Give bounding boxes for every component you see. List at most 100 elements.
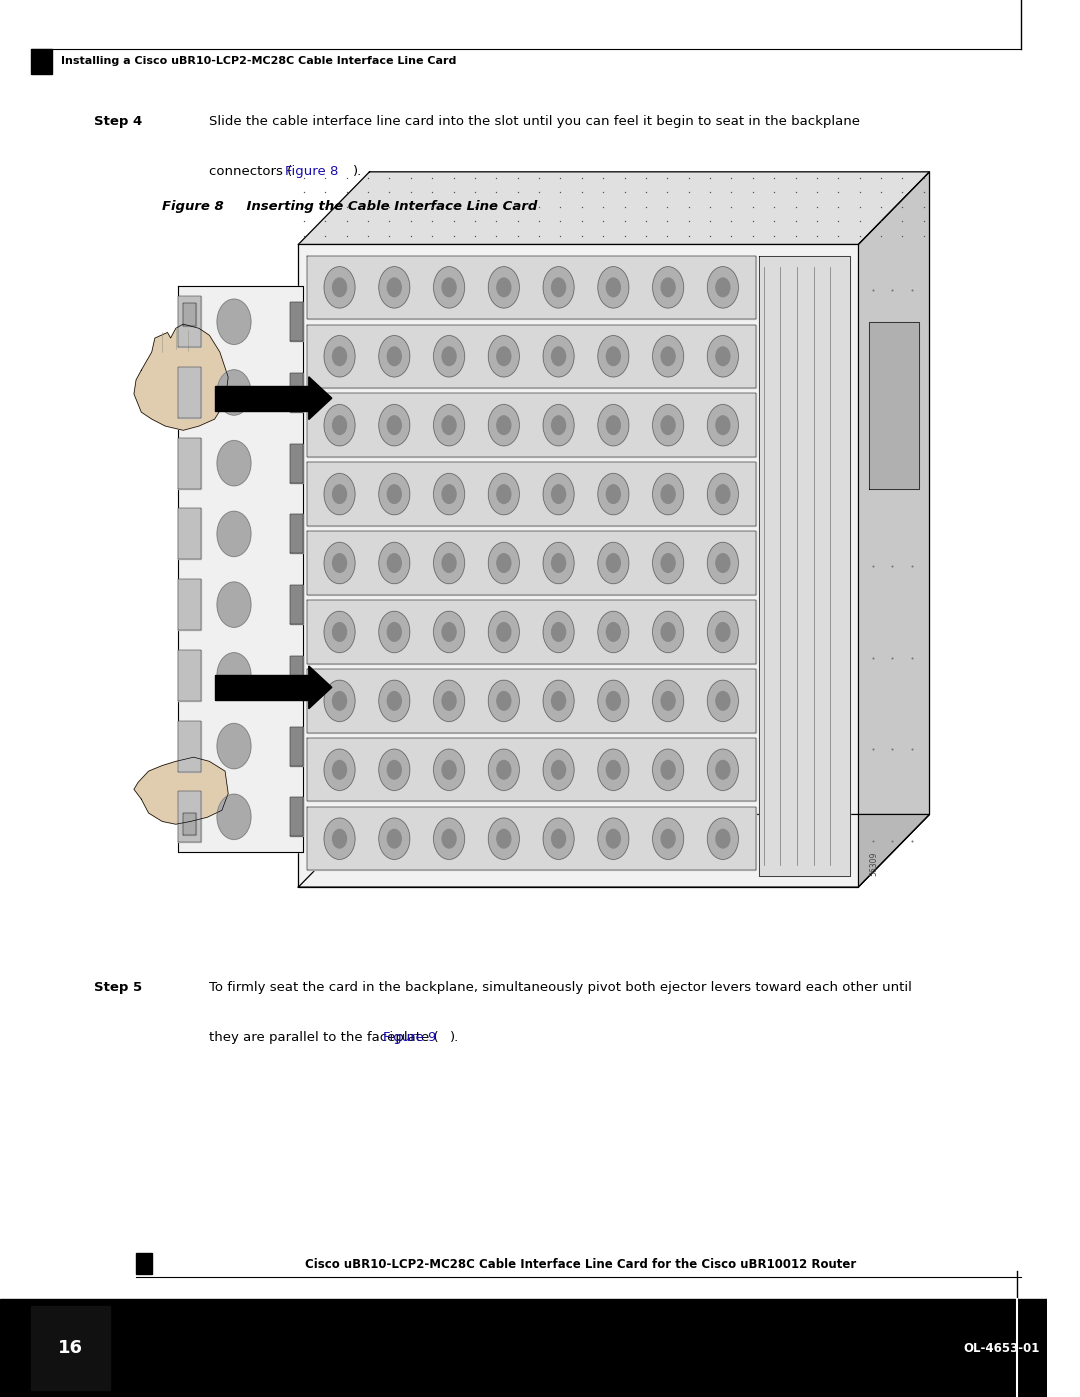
Circle shape bbox=[324, 474, 355, 514]
Bar bbox=[184, 813, 195, 835]
Circle shape bbox=[488, 819, 519, 859]
Circle shape bbox=[543, 474, 575, 514]
Circle shape bbox=[433, 680, 464, 721]
Circle shape bbox=[606, 485, 620, 503]
Bar bbox=[0, 1299, 1047, 1397]
Polygon shape bbox=[307, 324, 756, 388]
Polygon shape bbox=[289, 798, 302, 837]
Text: ).: ). bbox=[353, 165, 362, 177]
Circle shape bbox=[442, 485, 456, 503]
Circle shape bbox=[543, 680, 575, 721]
Circle shape bbox=[652, 267, 684, 307]
Polygon shape bbox=[759, 256, 850, 876]
Circle shape bbox=[598, 474, 629, 514]
Polygon shape bbox=[289, 726, 302, 766]
Circle shape bbox=[552, 553, 566, 573]
Text: Figure 9: Figure 9 bbox=[383, 1031, 436, 1044]
Circle shape bbox=[543, 335, 575, 377]
Circle shape bbox=[324, 405, 355, 446]
Polygon shape bbox=[307, 256, 756, 319]
Circle shape bbox=[497, 278, 511, 296]
Text: 56309: 56309 bbox=[869, 852, 878, 876]
Circle shape bbox=[388, 485, 402, 503]
Circle shape bbox=[497, 485, 511, 503]
Circle shape bbox=[652, 680, 684, 721]
Text: Step 4: Step 4 bbox=[94, 115, 143, 127]
Circle shape bbox=[543, 749, 575, 791]
Circle shape bbox=[333, 416, 347, 434]
Polygon shape bbox=[178, 791, 201, 842]
Circle shape bbox=[661, 830, 675, 848]
Circle shape bbox=[652, 335, 684, 377]
Circle shape bbox=[497, 416, 511, 434]
Circle shape bbox=[379, 749, 409, 791]
Circle shape bbox=[388, 830, 402, 848]
Bar bbox=[184, 303, 195, 326]
Text: Slide the cable interface line card into the slot until you can feel it begin to: Slide the cable interface line card into… bbox=[210, 115, 861, 127]
Text: Installing a Cisco uBR10-LCP2-MC28C Cable Interface Line Card: Installing a Cisco uBR10-LCP2-MC28C Cabl… bbox=[60, 56, 456, 67]
Circle shape bbox=[652, 612, 684, 652]
Circle shape bbox=[217, 370, 251, 415]
Circle shape bbox=[388, 278, 402, 296]
Text: 16: 16 bbox=[57, 1340, 83, 1356]
Polygon shape bbox=[178, 509, 201, 559]
Circle shape bbox=[324, 819, 355, 859]
Circle shape bbox=[606, 623, 620, 641]
Circle shape bbox=[388, 346, 402, 366]
Circle shape bbox=[497, 346, 511, 366]
Circle shape bbox=[442, 830, 456, 848]
Polygon shape bbox=[307, 669, 756, 732]
Polygon shape bbox=[298, 244, 859, 887]
Circle shape bbox=[543, 542, 575, 584]
Polygon shape bbox=[869, 321, 919, 489]
Polygon shape bbox=[178, 286, 302, 852]
Circle shape bbox=[552, 623, 566, 641]
Circle shape bbox=[379, 267, 409, 307]
Circle shape bbox=[661, 278, 675, 296]
Circle shape bbox=[217, 652, 251, 698]
Circle shape bbox=[606, 830, 620, 848]
Circle shape bbox=[707, 749, 739, 791]
Circle shape bbox=[661, 553, 675, 573]
Circle shape bbox=[433, 267, 464, 307]
Circle shape bbox=[379, 612, 409, 652]
Circle shape bbox=[552, 830, 566, 848]
Polygon shape bbox=[178, 367, 201, 418]
Circle shape bbox=[552, 416, 566, 434]
Circle shape bbox=[442, 553, 456, 573]
Circle shape bbox=[497, 760, 511, 780]
Circle shape bbox=[652, 474, 684, 514]
Circle shape bbox=[598, 612, 629, 652]
Circle shape bbox=[324, 612, 355, 652]
Text: connectors (: connectors ( bbox=[210, 165, 293, 177]
Polygon shape bbox=[307, 462, 756, 525]
Polygon shape bbox=[289, 373, 302, 412]
Circle shape bbox=[661, 623, 675, 641]
Circle shape bbox=[598, 335, 629, 377]
Circle shape bbox=[552, 485, 566, 503]
Circle shape bbox=[442, 346, 456, 366]
Circle shape bbox=[333, 553, 347, 573]
Polygon shape bbox=[289, 514, 302, 553]
Circle shape bbox=[716, 553, 730, 573]
Circle shape bbox=[552, 760, 566, 780]
Circle shape bbox=[543, 267, 575, 307]
Circle shape bbox=[497, 830, 511, 848]
Polygon shape bbox=[298, 172, 930, 244]
Circle shape bbox=[707, 267, 739, 307]
Circle shape bbox=[333, 346, 347, 366]
Circle shape bbox=[606, 553, 620, 573]
Text: OL-4653-01: OL-4653-01 bbox=[963, 1341, 1039, 1355]
Circle shape bbox=[388, 416, 402, 434]
Circle shape bbox=[707, 612, 739, 652]
Bar bbox=[31, 49, 52, 74]
Text: Cisco uBR10-LCP2-MC28C Cable Interface Line Card for the Cisco uBR10012 Router: Cisco uBR10-LCP2-MC28C Cable Interface L… bbox=[306, 1257, 856, 1271]
Circle shape bbox=[324, 680, 355, 721]
Polygon shape bbox=[307, 807, 756, 870]
Circle shape bbox=[543, 405, 575, 446]
Polygon shape bbox=[289, 302, 302, 341]
Polygon shape bbox=[309, 666, 332, 708]
Circle shape bbox=[379, 680, 409, 721]
Circle shape bbox=[661, 485, 675, 503]
Circle shape bbox=[598, 749, 629, 791]
